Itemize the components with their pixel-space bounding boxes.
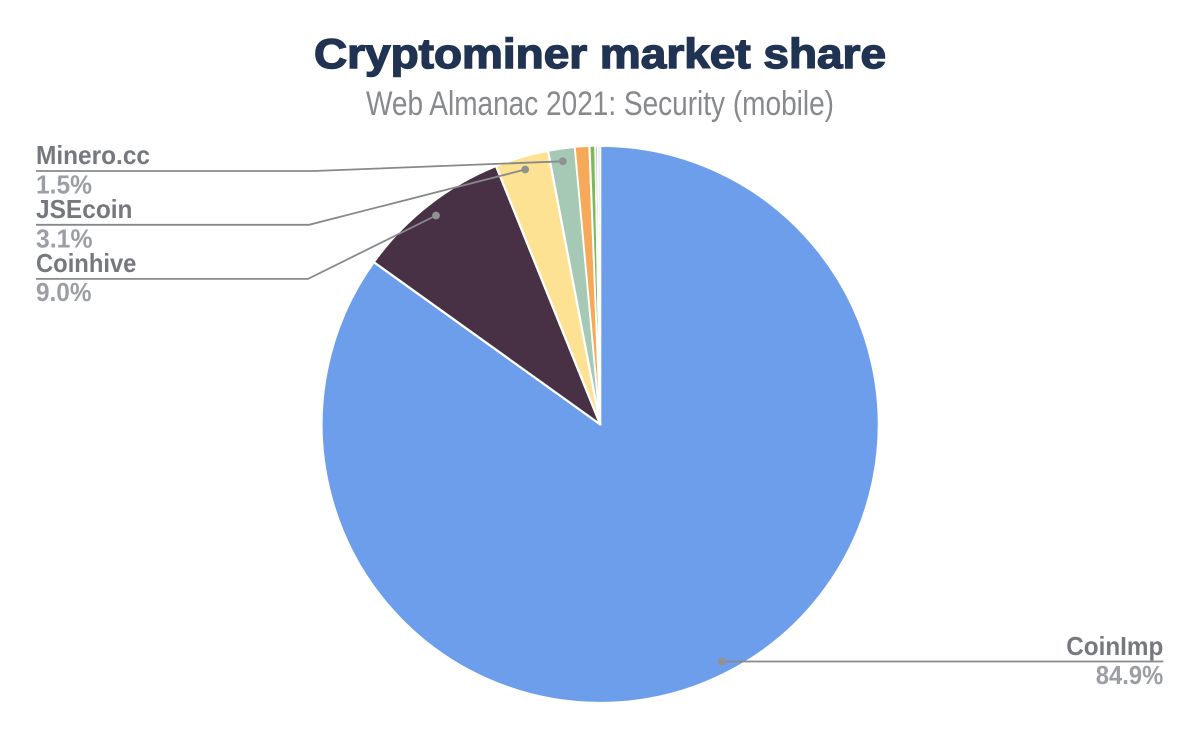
svg-text:CoinImp: CoinImp bbox=[1066, 631, 1163, 661]
svg-text:Web Almanac 2021: Security (mo: Web Almanac 2021: Security (mobile) bbox=[366, 85, 834, 123]
svg-text:9.0%: 9.0% bbox=[36, 277, 92, 307]
svg-text:Coinhive: Coinhive bbox=[36, 248, 136, 278]
svg-text:Cryptominer market share: Cryptominer market share bbox=[314, 30, 886, 77]
svg-text:84.9%: 84.9% bbox=[1096, 660, 1164, 690]
svg-text:Minero.cc: Minero.cc bbox=[36, 140, 150, 170]
svg-text:3.1%: 3.1% bbox=[36, 223, 93, 253]
svg-text:1.5%: 1.5% bbox=[36, 170, 92, 200]
svg-text:JSEcoin: JSEcoin bbox=[36, 194, 133, 224]
